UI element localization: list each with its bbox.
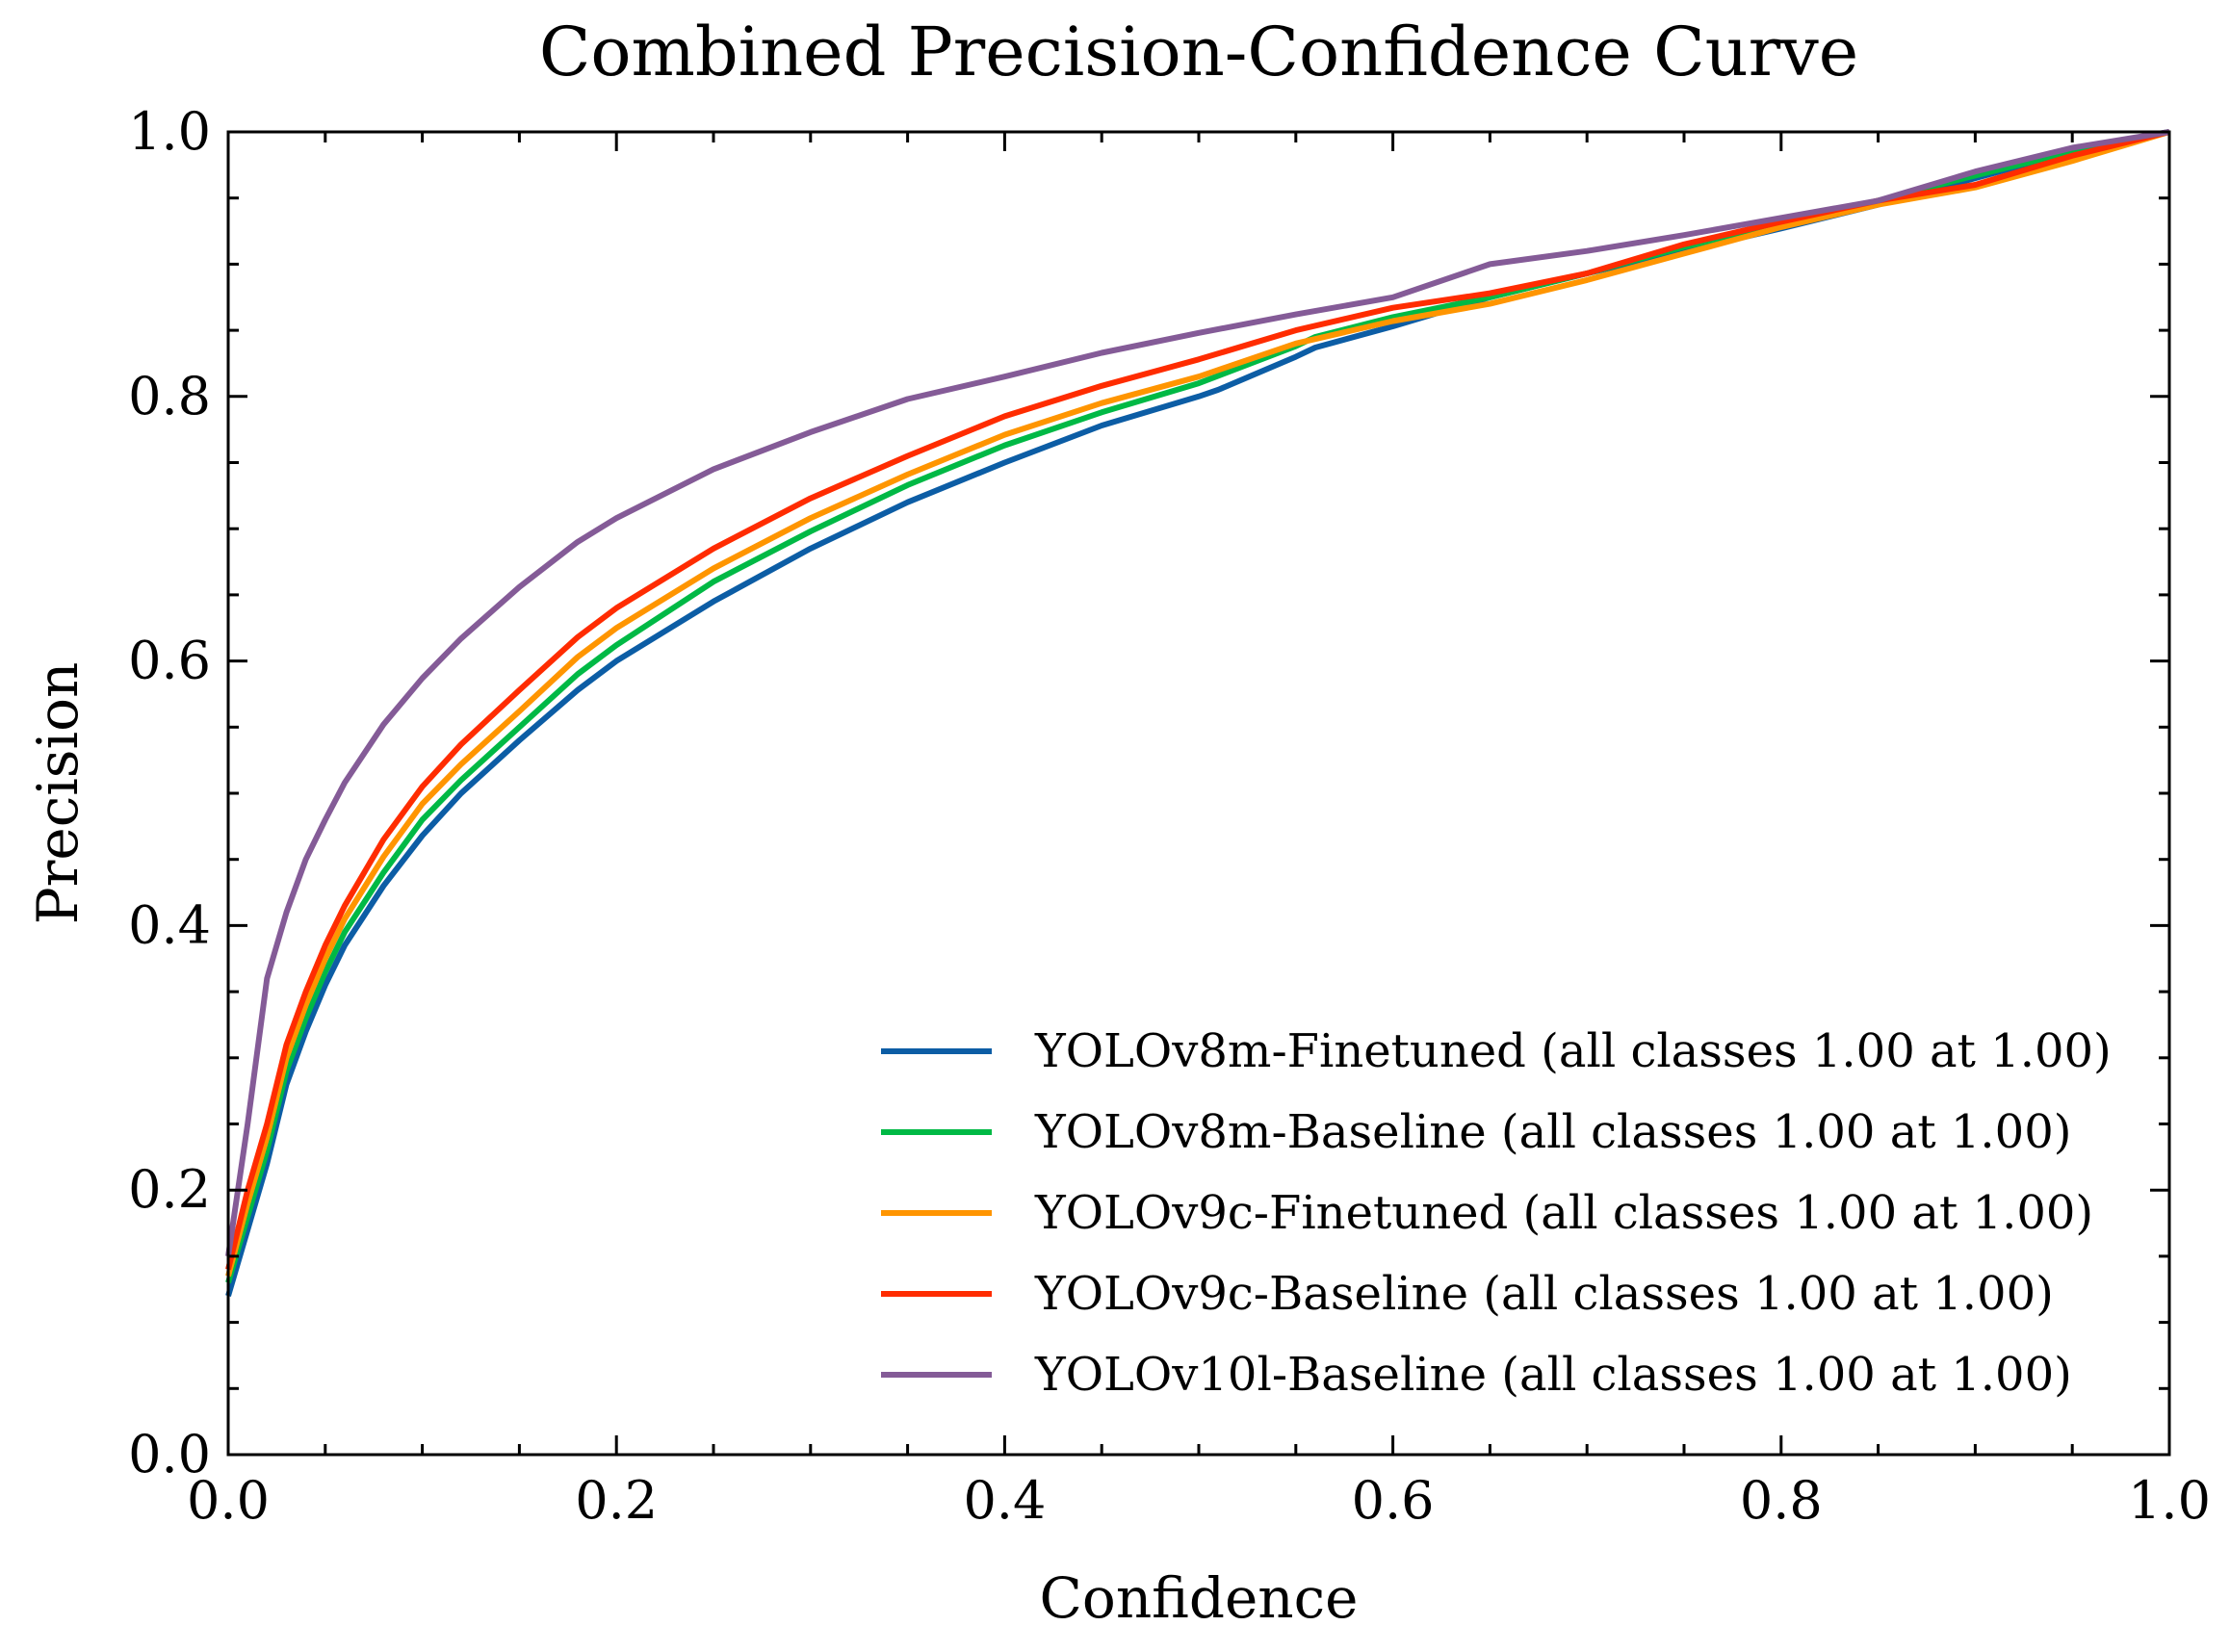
legend-label-5: YOLOv10l-Baseline (all classes 1.00 at 1… (1034, 1348, 2072, 1402)
y-tick-label: 0.6 (128, 631, 211, 691)
y-tick-label: 0.8 (128, 366, 211, 426)
x-tick-label: 0.2 (575, 1470, 658, 1531)
series-line-4 (225, 129, 2170, 1271)
x-tick-label: 0.6 (1352, 1470, 1435, 1531)
series-line-5 (225, 129, 2170, 1257)
y-axis-label: Precision (25, 662, 91, 925)
plot-frame (226, 130, 2171, 1457)
series-line-3 (225, 129, 2170, 1278)
chart-title: Combined Precision-Confidence Curve (539, 13, 1858, 91)
legend-label-1: YOLOv8m-Finetuned (all classes 1.00 at 1… (1034, 1024, 2112, 1078)
x-tick-label: 0.4 (963, 1470, 1046, 1531)
y-tick-label: 0.4 (128, 894, 211, 955)
y-tick-label: 0.0 (128, 1424, 211, 1484)
x-tick-label: 0.8 (1740, 1470, 1823, 1531)
y-tick-label: 1.0 (128, 101, 211, 162)
plot-lines (225, 129, 2170, 1297)
legend: YOLOv8m-Finetuned (all classes 1.00 at 1… (881, 1024, 2112, 1402)
legend-label-3: YOLOv9c-Finetuned (all classes 1.00 at 1… (1034, 1186, 2093, 1240)
tick-labels: 0.0 0.2 0.4 0.6 0.8 1.0 0.0 0.2 0.4 0.6 0.8 1.0 (128, 101, 2211, 1531)
x-tick-label: 1.0 (2128, 1470, 2211, 1531)
x-axis-label: Confidence (1040, 1565, 1359, 1631)
x-tick-label: 0.0 (187, 1470, 270, 1531)
legend-label-2: YOLOv8m-Baseline (all classes 1.00 at 1.… (1034, 1105, 2071, 1159)
y-tick-label: 0.2 (128, 1159, 211, 1220)
legend-label-4: YOLOv9c-Baseline (all classes 1.00 at 1.… (1034, 1267, 2054, 1321)
